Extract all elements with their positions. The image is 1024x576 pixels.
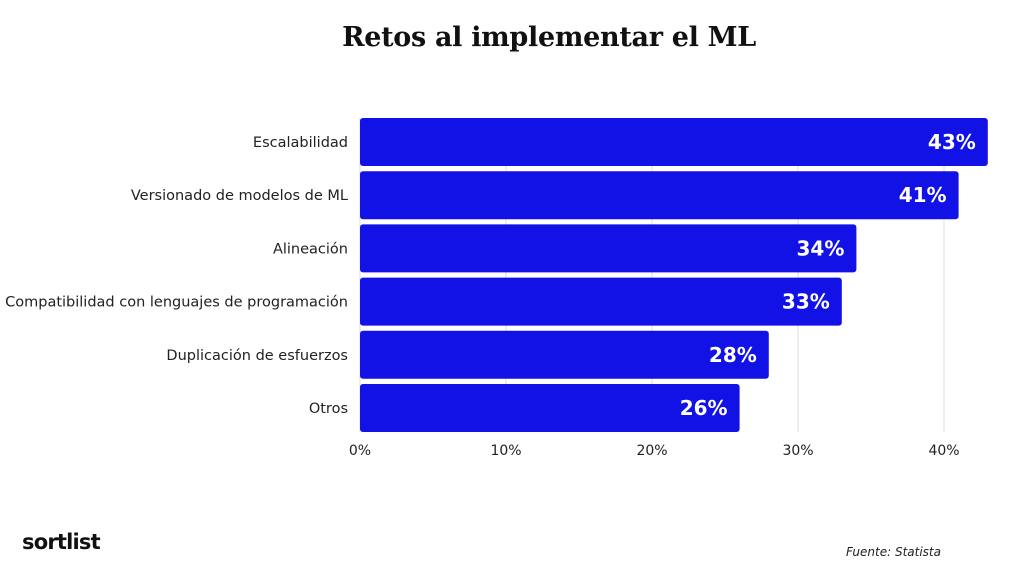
- value-label: 34%: [797, 236, 845, 260]
- category-label: Otros: [309, 401, 348, 417]
- value-label: 26%: [680, 396, 728, 420]
- category-label: Duplicación de esfuerzos: [166, 348, 348, 364]
- sortlist-logo: sortlist: [22, 530, 101, 554]
- value-label: 33%: [782, 290, 830, 314]
- bar: [360, 277, 842, 326]
- category-label: Versionado de modelos de ML: [131, 188, 348, 204]
- category-label: Compatibilidad con lenguajes de programa…: [5, 295, 348, 311]
- x-tick-label: 40%: [928, 443, 959, 459]
- grid-lines: [359, 118, 945, 432]
- labels: 0% 10% 20% 30% 40% Escalabilidad 43% Versionado…: [5, 130, 976, 459]
- bar: [360, 330, 769, 379]
- bar: [360, 384, 740, 432]
- x-tick-label: 20%: [636, 443, 667, 459]
- bar: [360, 224, 857, 273]
- source-note: Fuente: Statista: [846, 545, 941, 559]
- category-label: Escalabilidad: [253, 135, 348, 151]
- x-tick-label: 0%: [349, 443, 371, 459]
- value-label: 28%: [709, 343, 757, 367]
- category-label: Alineación: [273, 241, 348, 257]
- bar: [360, 171, 959, 220]
- x-tick-label: 10%: [490, 443, 521, 459]
- chart-title: Retos al implementar el ML: [342, 22, 756, 53]
- value-label: 41%: [899, 183, 947, 207]
- bar: [360, 118, 988, 166]
- x-tick-label: 30%: [782, 443, 813, 459]
- value-label: 43%: [928, 130, 976, 154]
- bars: [360, 118, 988, 432]
